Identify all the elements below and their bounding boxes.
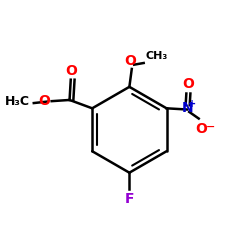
Text: O: O: [196, 122, 207, 136]
Text: O: O: [38, 94, 50, 108]
Text: −: −: [206, 122, 215, 132]
Text: O: O: [125, 54, 136, 68]
Text: F: F: [125, 192, 134, 206]
Text: O: O: [65, 64, 77, 78]
Text: O: O: [182, 77, 194, 91]
Text: H₃C: H₃C: [4, 95, 29, 108]
Text: N: N: [182, 100, 194, 114]
Text: CH₃: CH₃: [146, 50, 168, 60]
Text: +: +: [188, 99, 196, 109]
